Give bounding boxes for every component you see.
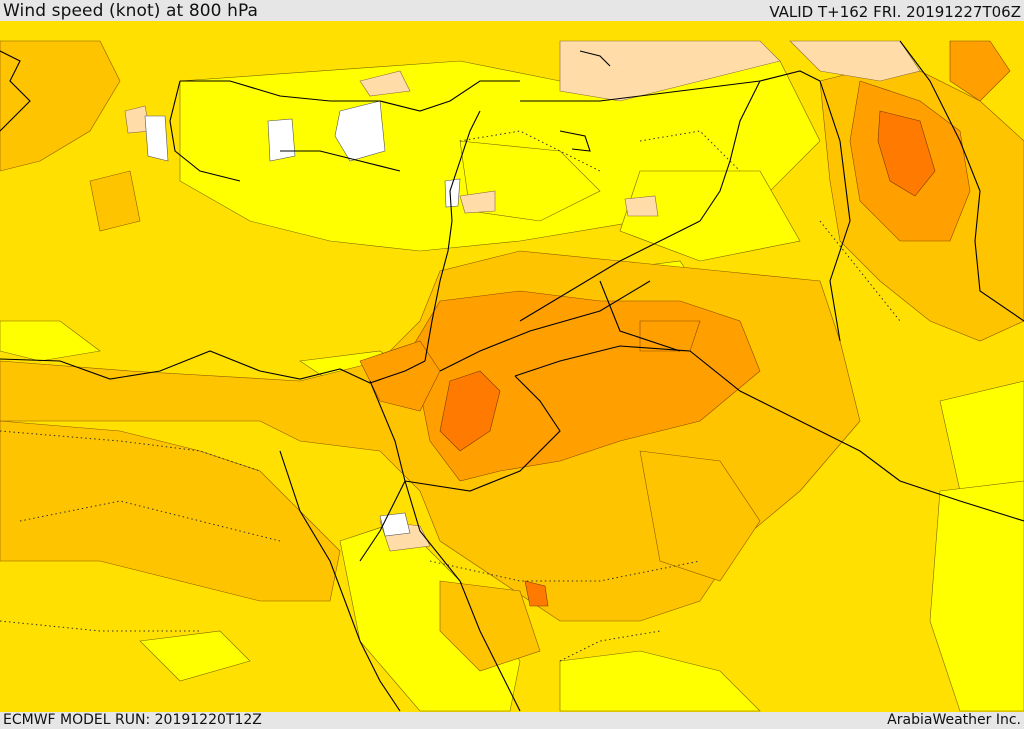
footer-bar: ECMWF MODEL RUN: 20191220T12Z ArabiaWeat…: [0, 712, 1024, 729]
header-bar: Wind speed (knot) at 800 hPa VALID T+162…: [0, 0, 1024, 21]
field-band-lightest: [0, 60, 1024, 712]
dotted-borders: [0, 130, 901, 662]
credit-label: ArabiaWeather Inc.: [887, 712, 1021, 728]
field-band-white: [144, 100, 461, 537]
model-run-label: ECMWF MODEL RUN: 20191220T12Z: [3, 712, 262, 728]
valid-time: VALID T+162 FRI. 20191227T06Z: [769, 3, 1021, 21]
field-band-stronger: [439, 110, 936, 607]
field-band-calm: [124, 40, 921, 552]
map-title: Wind speed (knot) at 800 hPa: [3, 1, 259, 21]
coastlines-borders: [0, 40, 1024, 712]
wind-speed-map: [0, 21, 1024, 712]
